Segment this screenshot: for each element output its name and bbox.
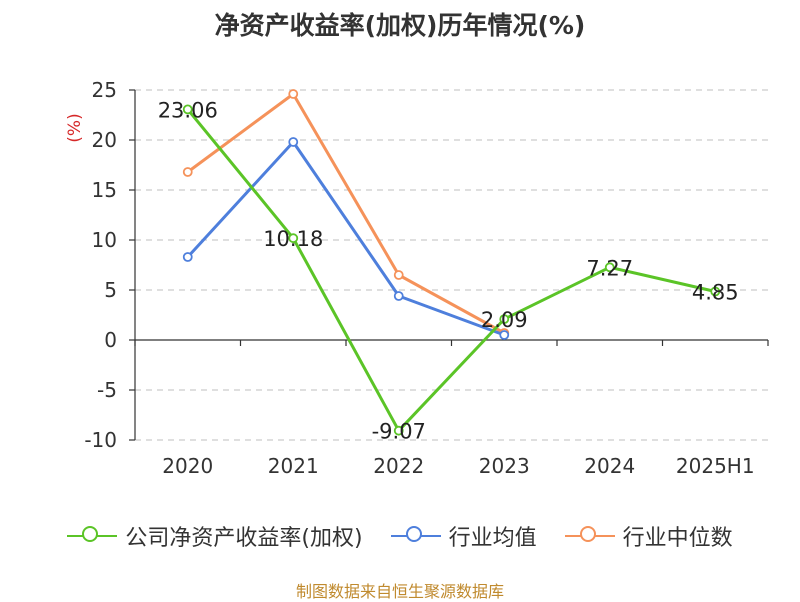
- source-note: 制图数据来自恒生聚源数据库: [295, 582, 504, 601]
- y-tick-label: 10: [92, 228, 117, 252]
- x-tick-label: 2021: [268, 454, 319, 478]
- series-line: [186, 108, 716, 433]
- chart-title: 净资产收益率(加权)历年情况(%): [214, 11, 586, 40]
- y-tick-label: -10: [84, 428, 117, 452]
- data-point: [393, 270, 404, 280]
- y-tick-label: 0: [104, 328, 117, 352]
- legend-swatch-icon: [67, 524, 118, 548]
- x-tick-label: 2025H1: [676, 454, 755, 478]
- legend-swatch-icon: [564, 524, 615, 548]
- x-tick-label: 2023: [479, 454, 530, 478]
- data-point: [288, 89, 299, 99]
- series-line: [186, 92, 505, 335]
- legend-item[interactable]: 行业中位数: [564, 520, 733, 552]
- data-point: [499, 314, 510, 325]
- y-axis-label: (%): [65, 113, 85, 142]
- data-point: [710, 286, 721, 297]
- legend-swatch-icon: [390, 524, 441, 548]
- data-label: 23.06: [158, 98, 218, 122]
- series-line: [186, 140, 505, 337]
- data-point: [288, 137, 299, 147]
- y-tick-label: 20: [92, 128, 117, 152]
- x-tick-label: 2024: [584, 454, 635, 478]
- data-label: 7.27: [586, 256, 633, 280]
- data-label: -9.07: [372, 420, 426, 444]
- x-tick-label: 2022: [373, 454, 424, 478]
- data-point: [182, 252, 193, 262]
- legend-label: 公司净资产收益率(加权): [125, 526, 363, 551]
- data-label: 4.85: [692, 281, 739, 305]
- data-point: [499, 330, 510, 340]
- legend-item[interactable]: 行业均值: [390, 520, 537, 552]
- y-tick-label: -5: [97, 378, 117, 402]
- x-tick-label: 2020: [162, 454, 213, 478]
- y-tick-label: 15: [92, 178, 117, 202]
- legend: 公司净资产收益率(加权) 行业均值 行业中位数: [0, 520, 800, 552]
- data-point: [182, 167, 193, 177]
- data-point: [182, 104, 193, 115]
- data-label: 10.18: [263, 227, 323, 251]
- legend-item[interactable]: 公司净资产收益率(加权): [67, 520, 363, 552]
- y-tick-label: 25: [92, 78, 117, 102]
- data-point: [393, 291, 404, 301]
- data-point: [288, 233, 299, 244]
- legend-label: 行业均值: [448, 526, 537, 551]
- y-tick-label: 5: [104, 278, 117, 302]
- data-label: 2.09: [481, 308, 528, 332]
- data-point: [604, 262, 615, 273]
- legend-label: 行业中位数: [622, 526, 733, 551]
- data-point: [393, 425, 404, 436]
